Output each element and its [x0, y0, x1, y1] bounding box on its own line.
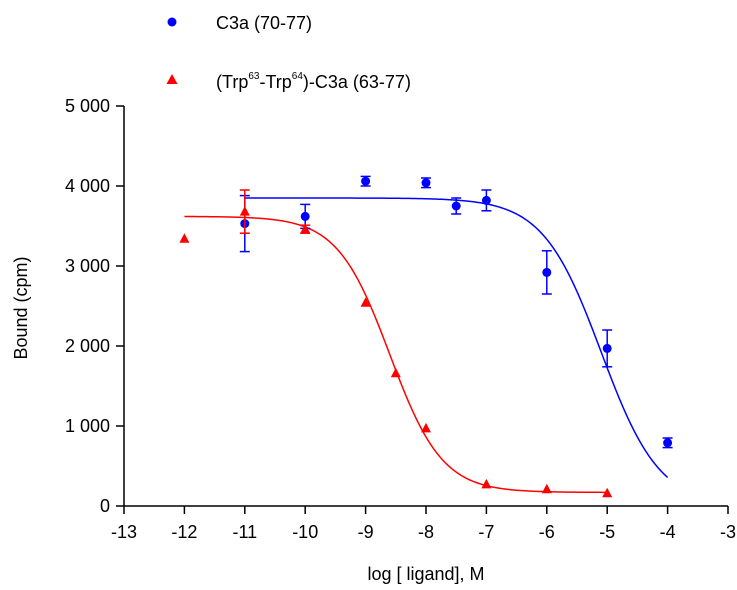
data-point-circle: [300, 211, 310, 221]
legend-label-c3a-70-77: C3a (70-77): [216, 13, 312, 33]
y-tick-label: 1 000: [65, 416, 110, 436]
axes: -13 -12 -11 -10 -9 -8 -7 -6 -5 -4 -3 0 1 000 2 000 3 0…: [65, 96, 736, 542]
x-tick-label: -12: [171, 522, 197, 542]
data-points: [179, 175, 673, 498]
data-point-triangle: [602, 487, 613, 498]
legend-entry-c3a-70-77: C3a (70-77): [167, 13, 312, 33]
data-point-triangle: [481, 478, 492, 489]
y-tick-label: 4 000: [65, 176, 110, 196]
x-tick-label: -7: [478, 522, 494, 542]
data-point-triangle: [239, 206, 250, 216]
x-tick-label: -3: [720, 522, 736, 542]
data-point-triangle: [541, 483, 552, 494]
legend-label-trp-c3a-63-77: (Trp63-Trp64)-C3a (63-77): [216, 71, 411, 92]
legend-entry-trp-c3a-63-77: (Trp63-Trp64)-C3a (63-77): [166, 71, 411, 92]
x-axis-title: log [ ligand], M: [367, 564, 484, 584]
data-point-circle: [421, 178, 431, 188]
fit-curves: [184, 197, 669, 494]
legend-marker-circle: [167, 17, 177, 27]
data-point-triangle: [360, 297, 371, 307]
fit-curve-series-1: [184, 215, 608, 494]
data-point-circle: [542, 267, 552, 277]
x-tick-label: -6: [539, 522, 555, 542]
data-point-circle: [602, 343, 612, 353]
legend: C3a (70-77) (Trp63-Trp64)-C3a (63-77): [166, 13, 411, 92]
y-tick-label: 3 000: [65, 256, 110, 276]
x-tick-label: -5: [599, 522, 615, 542]
y-tick-label: 5 000: [65, 96, 110, 116]
y-tick-label: 2 000: [65, 336, 110, 356]
x-tick-label: -4: [660, 522, 676, 542]
x-tick-label: -11: [232, 522, 257, 542]
data-point-circle: [451, 201, 461, 211]
data-point-triangle: [179, 233, 190, 243]
y-tick-label: 0: [100, 496, 110, 516]
data-point-circle: [361, 176, 371, 186]
fit-curve-series-0: [244, 197, 669, 478]
data-point-triangle: [390, 367, 401, 378]
data-point-circle: [663, 438, 673, 448]
legend-marker-triangle: [166, 74, 178, 84]
x-tick-label: -8: [418, 522, 434, 542]
data-point-circle: [481, 195, 491, 205]
y-axis-title: Bound (cpm): [11, 256, 31, 359]
data-point-triangle: [300, 223, 311, 234]
x-tick-label: -10: [292, 522, 318, 542]
x-tick-label: -9: [358, 522, 374, 542]
x-tick-label: -13: [111, 522, 137, 542]
data-point-triangle: [421, 422, 431, 433]
